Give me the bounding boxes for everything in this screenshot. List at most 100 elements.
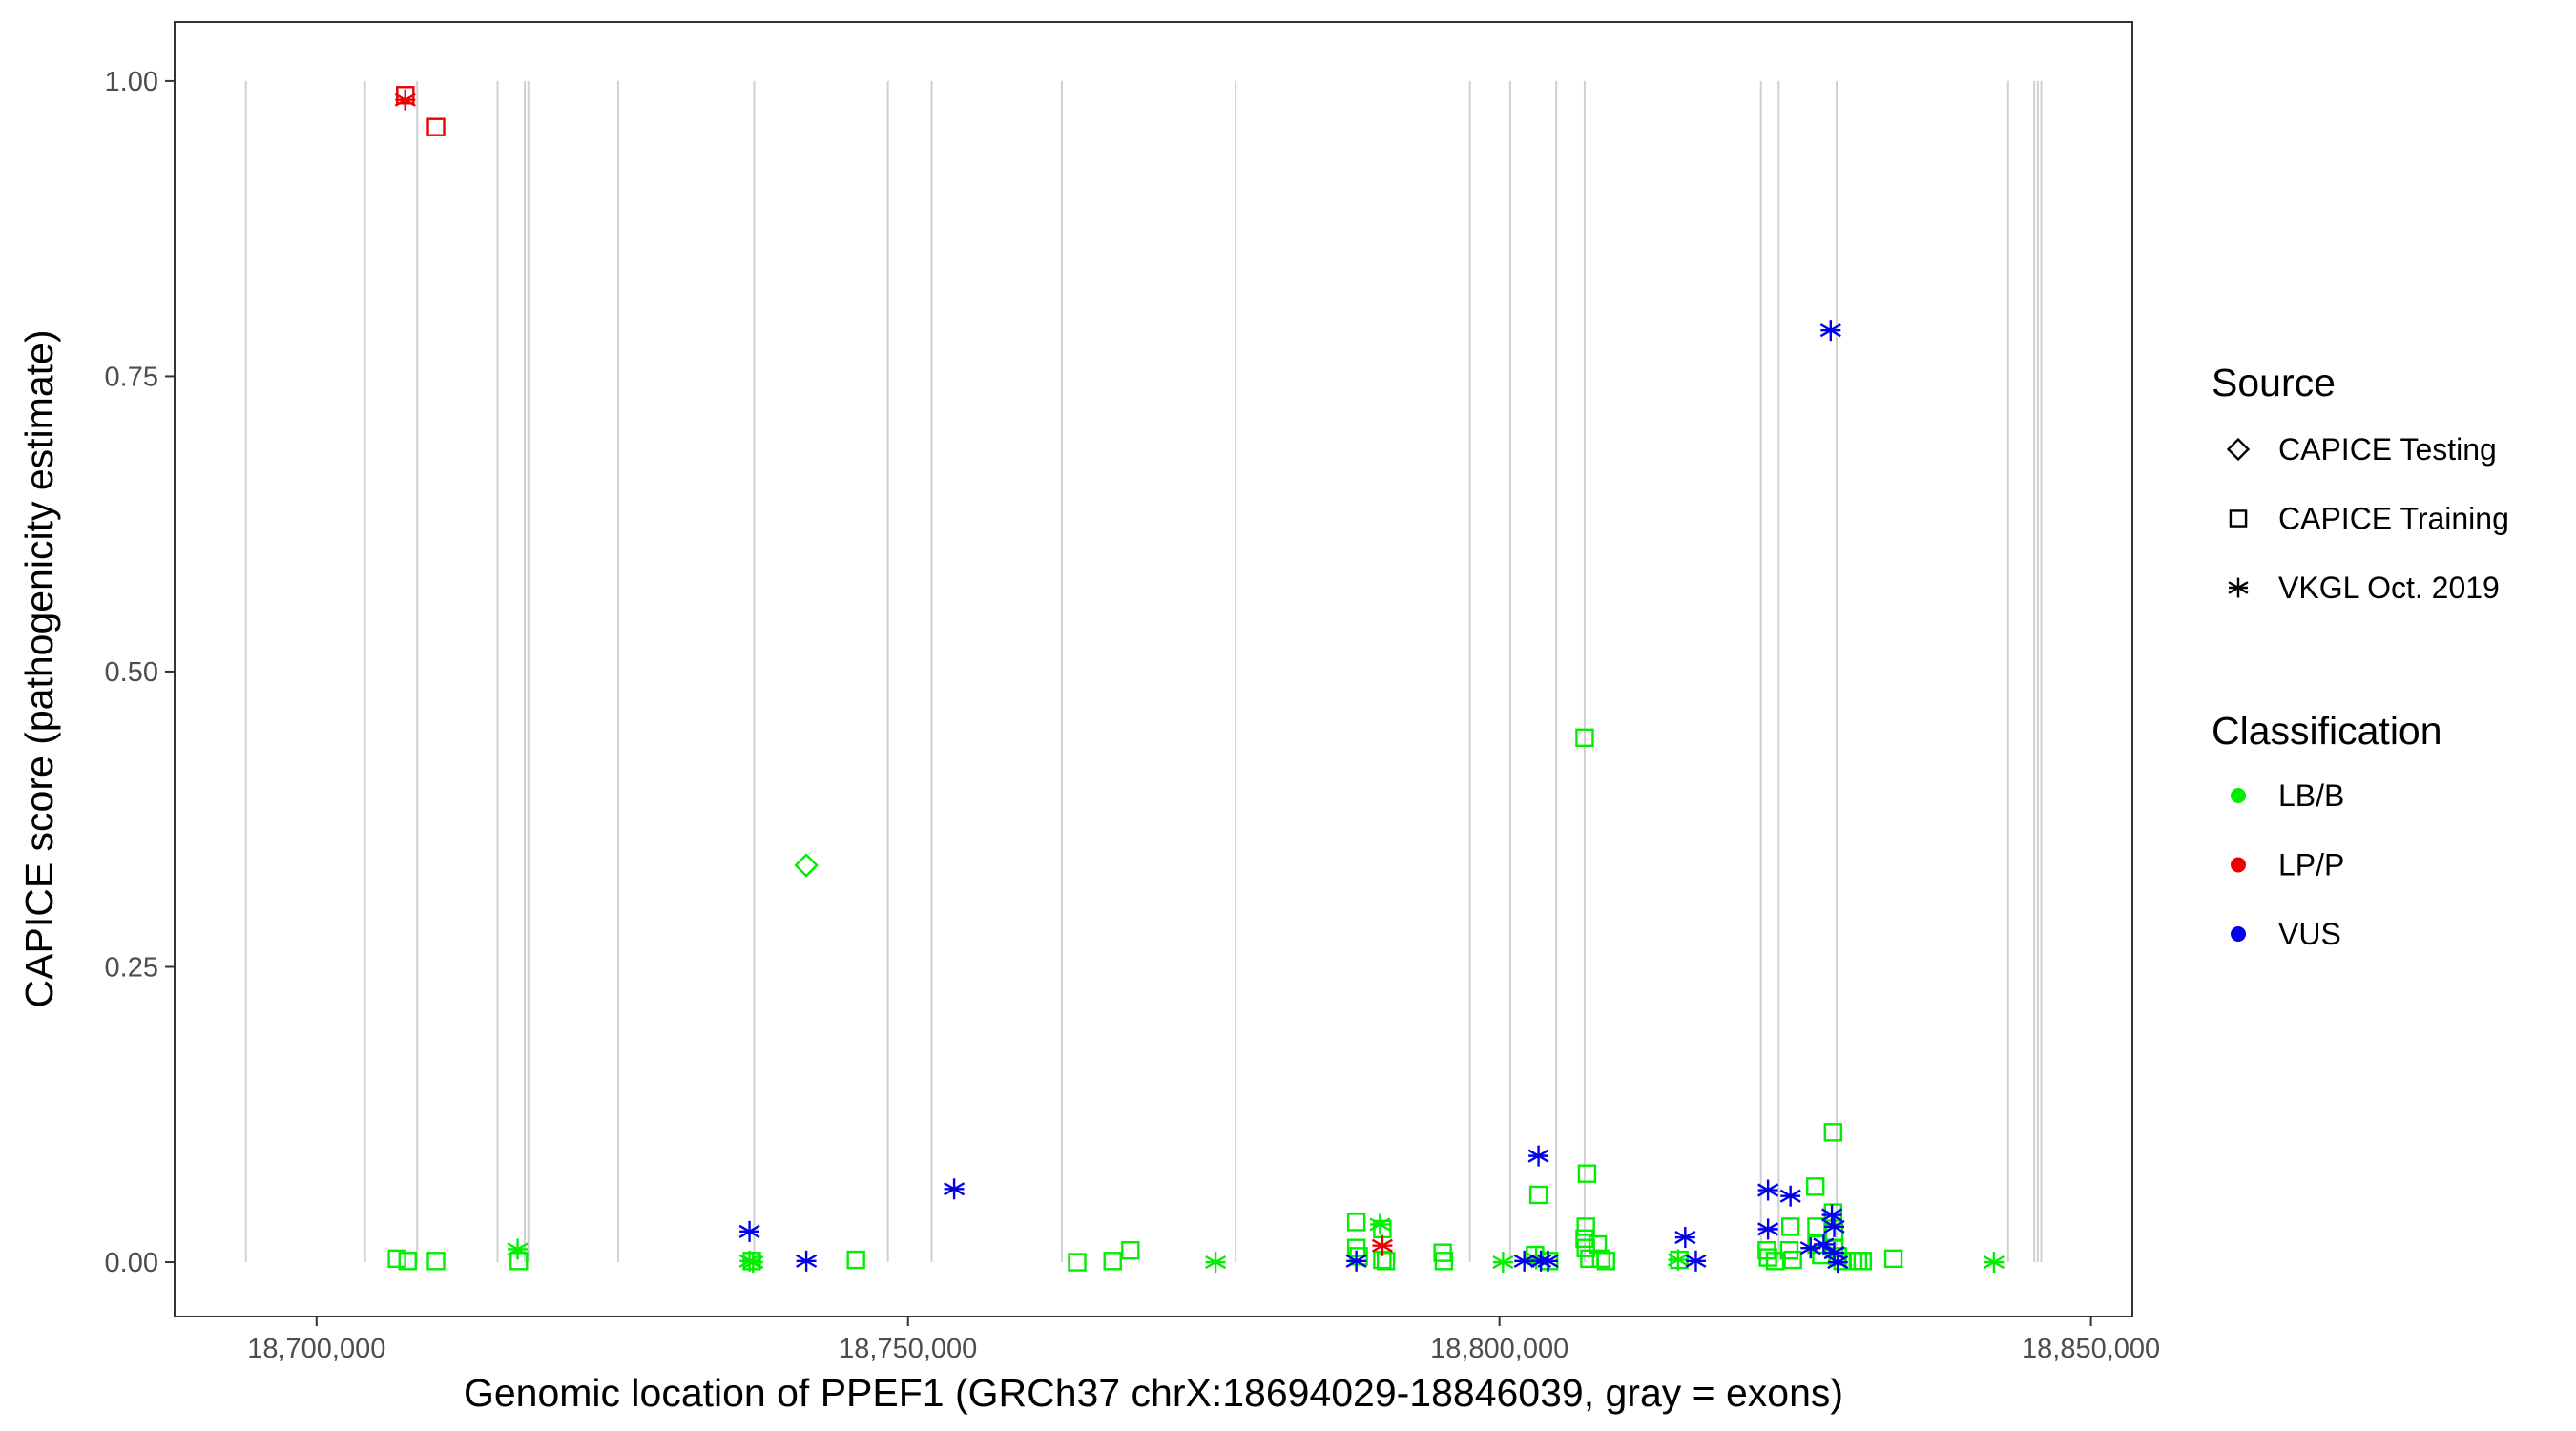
legend-shape-label: CAPICE Training [2278,502,2509,536]
data-point [1821,1204,1843,1226]
y-tick-label: 1.00 [105,67,158,97]
data-point [796,1250,818,1272]
data-point [426,1252,446,1271]
legend-shape-key [2229,509,2248,528]
legend: Source Classification CAPICE Testing CAPI… [2212,361,2509,951]
data-point [1103,1252,1122,1271]
data-point [742,1252,764,1274]
square-marker [1591,1249,1610,1269]
data-point [1068,1253,1087,1272]
data-point [1369,1213,1391,1235]
legend-color-label: VUS [2278,917,2341,951]
data-point [1434,1252,1454,1271]
square-marker [426,1252,446,1271]
data-point [794,853,819,878]
legend-color-label: LP/P [2278,848,2344,882]
legend-color-key [2231,926,2246,942]
legend-color-key [2231,857,2246,873]
data-point [398,1252,417,1271]
legend-classification-title: Classification [2212,709,2442,753]
data-point [1371,1234,1393,1256]
data-point [509,1252,529,1271]
square-marker [1853,1252,1873,1271]
square-marker [1068,1253,1087,1272]
exon-lines [244,80,2043,1263]
square-marker [1575,1229,1594,1248]
legend-shape-key [2228,577,2249,598]
data-point [1537,1250,1559,1272]
square-marker [509,1252,529,1271]
data-point [387,1249,406,1269]
x-tick-label: 18,700,000 [247,1334,385,1364]
legend-shape-label: CAPICE Testing [2278,432,2497,467]
data-point [1492,1252,1514,1274]
data-point [1883,1249,1903,1269]
legend-source-title: Source [2212,361,2336,404]
data-point [1779,1240,1799,1260]
square-marker [1596,1252,1615,1271]
legend-shape-key [2226,437,2251,462]
data-point [1757,1218,1779,1240]
data-point [1685,1250,1707,1272]
data-point [1819,320,1841,342]
square-marker [1576,1238,1595,1257]
square-marker [1779,1240,1799,1260]
data-point [1667,1249,1689,1271]
square-marker [1575,728,1594,748]
x-tick-label: 18,750,000 [839,1334,977,1364]
data-point [846,1250,865,1270]
data-point [1983,1252,2005,1274]
data-point [1205,1252,1227,1274]
data-point [1576,1238,1595,1257]
x-axis-title: Genomic location of PPEF1 (GRCh37 chrX:1… [464,1371,1843,1415]
square-marker [1783,1250,1802,1270]
square-marker [387,1249,406,1269]
data-point [1806,1177,1825,1196]
diamond-marker [794,853,819,878]
data-point [1528,1185,1548,1205]
data-point [1827,1252,1849,1274]
y-tick-label: 0.75 [105,362,158,392]
data-point [738,1220,760,1242]
legend-color-key [2231,788,2246,803]
square-marker [846,1250,865,1270]
axes: 18,700,000 18,750,000 18,800,000 18,850,000… [105,67,2161,1364]
data-point [944,1178,966,1200]
data-point [426,117,446,136]
data-point [1674,1227,1696,1249]
square-marker [1823,1123,1843,1142]
y-tick-label: 0.50 [105,657,158,688]
y-tick-label: 0.00 [105,1248,158,1278]
legend-shape-label: VKGL Oct. 2019 [2278,570,2500,605]
data-point [507,1238,529,1260]
data-point [1345,1250,1367,1272]
y-axis-title: CAPICE score (pathogenicity estimate) [17,330,61,1008]
data-point [394,89,416,111]
data-point [1783,1250,1802,1270]
data-point [1823,1203,1843,1222]
data-point [1575,1229,1594,1248]
square-marker [1376,1252,1396,1271]
square-marker [398,1252,417,1271]
data-point [1779,1185,1801,1207]
square-marker [2229,509,2248,528]
square-marker [1823,1203,1843,1222]
x-tick-label: 18,800,000 [1430,1334,1568,1364]
data-point [1349,1247,1368,1266]
data-point [1346,1213,1366,1232]
square-marker [1528,1185,1548,1205]
data-point [1596,1252,1615,1271]
square-marker [1883,1249,1903,1269]
square-marker [1346,1213,1366,1232]
data-point [1823,1215,1845,1237]
data-point [1577,1164,1597,1183]
data-points [387,86,2005,1274]
square-marker [1349,1247,1368,1266]
x-tick-label: 18,850,000 [2022,1334,2160,1364]
plot-panel [175,22,2132,1317]
square-marker [1434,1252,1454,1271]
diamond-marker [2226,437,2251,462]
data-point [1591,1249,1610,1269]
square-marker [426,117,446,136]
